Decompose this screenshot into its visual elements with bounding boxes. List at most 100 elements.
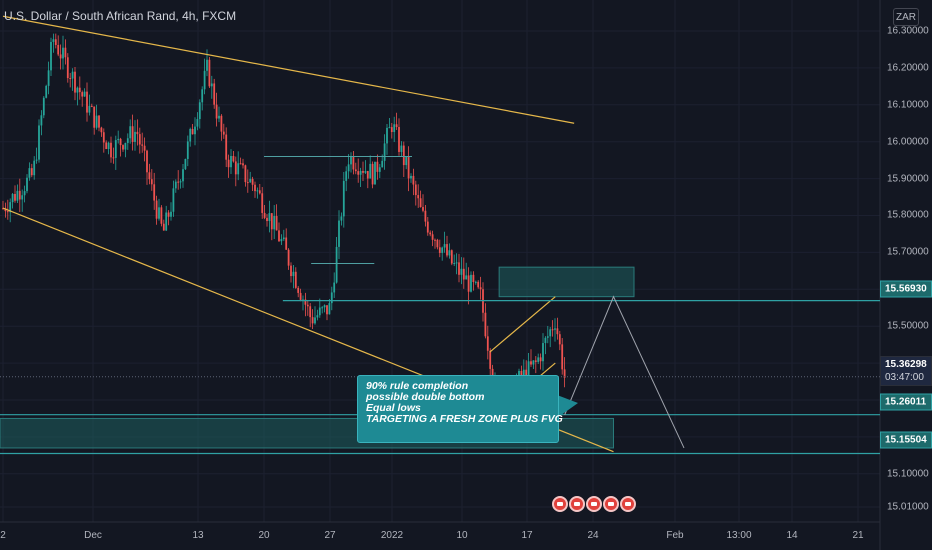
flag-icon[interactable] xyxy=(552,496,568,512)
candle-body xyxy=(419,198,422,208)
candle-body xyxy=(520,370,523,378)
candle-body xyxy=(54,39,57,45)
candle-body xyxy=(460,268,463,275)
candle-body xyxy=(208,59,211,87)
candle-body xyxy=(220,115,223,132)
candle-body xyxy=(414,184,417,196)
time-tick-label: 10 xyxy=(456,530,468,541)
candle-body xyxy=(328,303,331,315)
candle-body xyxy=(100,127,103,133)
candle-body xyxy=(196,119,199,127)
candle-body xyxy=(186,141,189,159)
candle-body xyxy=(6,211,9,213)
candle-body xyxy=(438,247,441,253)
candle-body xyxy=(21,195,24,200)
time-tick-label: 2022 xyxy=(380,530,404,541)
candle-body xyxy=(306,304,309,307)
candle-body xyxy=(443,244,446,248)
candle-body xyxy=(117,138,120,141)
candle-body xyxy=(232,155,235,162)
price-tick-label: 15.01000 xyxy=(887,501,929,513)
candle-body xyxy=(366,171,369,179)
candle-body xyxy=(323,305,326,308)
current-price-value: 15.36298 xyxy=(885,359,927,370)
time-tick-label: 27 xyxy=(324,530,336,541)
candle-body xyxy=(318,307,321,316)
candle-body xyxy=(544,337,547,344)
candle-body xyxy=(119,138,122,146)
annotation-note[interactable]: 90% rule completion possible double bott… xyxy=(357,375,563,443)
currency-button[interactable]: ZAR xyxy=(893,8,919,26)
candle-body xyxy=(381,160,384,168)
candle-body xyxy=(362,170,364,173)
candle-body xyxy=(141,144,144,146)
candle-body xyxy=(86,91,88,113)
candle-body xyxy=(441,247,444,253)
candle-body xyxy=(374,161,376,185)
candle-body xyxy=(198,102,201,120)
candle-body xyxy=(254,184,256,192)
candle-body xyxy=(304,299,307,305)
candle-body xyxy=(98,115,100,128)
candle-body xyxy=(395,124,398,128)
candle-body xyxy=(45,85,48,98)
candle-body xyxy=(66,57,69,79)
candle-body xyxy=(347,164,350,172)
candle-body xyxy=(165,212,168,231)
time-tick-label: Dec xyxy=(84,530,102,541)
candle-body xyxy=(522,369,525,378)
price-tick-label: 15.80000 xyxy=(887,209,929,221)
candle-body xyxy=(222,131,225,135)
candle-body xyxy=(290,265,292,277)
candle-body xyxy=(316,315,319,318)
flag-icon[interactable] xyxy=(620,496,636,512)
candle-body xyxy=(422,207,424,211)
candle-body xyxy=(292,271,295,277)
flag-icon[interactable] xyxy=(586,496,602,512)
candle-body xyxy=(390,127,393,133)
candle-body xyxy=(102,132,105,143)
flag-icon[interactable] xyxy=(569,496,585,512)
time-tick-label: 2 xyxy=(0,530,6,541)
annotation-line: TARGETING A FRESH ZONE PLUS FVG xyxy=(366,413,563,425)
candle-body xyxy=(426,221,429,233)
chart-grid xyxy=(0,0,881,550)
time-tick-label: 13 xyxy=(192,530,204,541)
fresh-supply-zone xyxy=(498,266,635,298)
candle-body xyxy=(155,200,158,219)
candle-body xyxy=(47,70,50,86)
candle-body xyxy=(484,312,487,337)
candle-body xyxy=(174,181,177,189)
candle-body xyxy=(412,175,415,185)
candle-body xyxy=(556,328,559,335)
candle-body xyxy=(285,237,288,250)
candle-body xyxy=(530,361,532,365)
candle-body xyxy=(335,246,338,283)
candle-body xyxy=(558,334,561,345)
candle-body xyxy=(486,336,489,351)
candle-body xyxy=(563,369,566,378)
candle-body xyxy=(402,145,405,166)
time-tick-label: 14 xyxy=(786,530,798,541)
candle-body xyxy=(386,127,388,144)
candle-body xyxy=(215,104,218,119)
candle-body xyxy=(74,71,76,93)
flag-icon[interactable] xyxy=(603,496,619,512)
candle-body xyxy=(268,213,271,222)
candle-body xyxy=(124,142,127,150)
candle-body xyxy=(417,195,420,199)
time-tick-label: 21 xyxy=(852,530,864,541)
candle-body xyxy=(364,171,367,173)
candle-body xyxy=(59,54,62,59)
candle-body xyxy=(210,83,213,87)
candle-body xyxy=(230,155,232,168)
candle-body xyxy=(62,47,64,59)
price-tick-label: 16.20000 xyxy=(887,62,929,74)
price-tick-label: 16.30000 xyxy=(887,25,929,37)
candle-body xyxy=(114,140,117,158)
candle-body xyxy=(105,142,108,150)
candle-body xyxy=(160,207,163,224)
candle-body xyxy=(206,59,208,71)
candle-body xyxy=(179,181,182,183)
